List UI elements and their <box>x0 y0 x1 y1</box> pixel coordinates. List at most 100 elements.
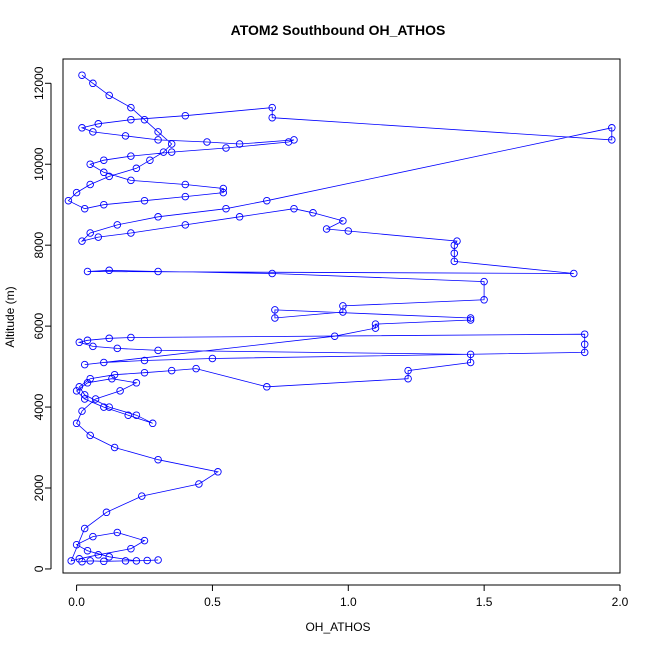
data-point <box>222 204 230 213</box>
data-point <box>132 379 141 387</box>
data-point <box>72 387 81 395</box>
x-tick-label: 2.0 <box>612 595 629 609</box>
data-point <box>154 556 162 564</box>
data-point <box>330 332 339 340</box>
data-point <box>268 103 276 112</box>
data-point <box>67 557 75 565</box>
data-point <box>100 200 108 209</box>
series-line <box>67 74 613 563</box>
x-tick-label: 1.0 <box>340 595 357 609</box>
data-point <box>121 132 130 140</box>
data-point <box>203 138 211 146</box>
data-point <box>94 551 103 559</box>
data-point <box>132 411 141 419</box>
data-point <box>284 138 293 146</box>
data-point <box>127 152 135 160</box>
data-point <box>94 120 103 128</box>
data-point <box>450 241 459 249</box>
data-point <box>466 358 475 367</box>
data-point <box>80 360 89 369</box>
data-point <box>219 184 228 193</box>
data-point <box>138 492 146 500</box>
data-point <box>75 555 84 563</box>
data-point <box>154 213 162 221</box>
data-point <box>309 209 317 217</box>
data-point <box>86 180 94 189</box>
data-point <box>110 443 119 452</box>
data-point <box>140 368 149 377</box>
data-point <box>100 168 108 177</box>
data-point <box>94 233 103 241</box>
data-point <box>480 277 488 286</box>
data-point <box>181 180 190 189</box>
data-point <box>80 524 89 533</box>
data-point <box>181 111 190 120</box>
y-tick-label: 12000 <box>32 66 46 100</box>
data-point <box>83 379 92 387</box>
data-point <box>83 336 92 345</box>
data-point <box>263 383 271 391</box>
plot-frame <box>62 58 621 574</box>
data-point <box>89 342 97 351</box>
data-point <box>124 411 132 419</box>
data-point <box>154 128 162 136</box>
data-point <box>78 407 86 415</box>
data-point <box>148 419 157 428</box>
data-point <box>453 237 461 245</box>
data-point <box>235 213 244 221</box>
data-point <box>214 468 222 476</box>
data-point <box>86 431 94 440</box>
data-point <box>570 269 578 278</box>
data-point <box>268 113 276 122</box>
data-point <box>371 320 380 328</box>
data-point <box>86 557 94 565</box>
data-point <box>127 333 135 342</box>
data-point <box>132 164 141 173</box>
x-tick-label: 1.5 <box>476 595 493 609</box>
data-point <box>127 176 135 185</box>
data-point <box>89 128 97 136</box>
data-point <box>105 91 113 100</box>
data-point <box>105 172 113 181</box>
data-point <box>100 156 108 164</box>
data-point <box>78 237 86 245</box>
data-point <box>113 528 122 537</box>
data-series <box>64 71 616 566</box>
data-point <box>290 204 298 213</box>
data-point <box>89 79 97 88</box>
data-point <box>159 148 168 156</box>
data-point <box>105 266 113 275</box>
data-point <box>80 391 89 399</box>
data-point <box>80 204 89 213</box>
data-point <box>72 188 81 197</box>
data-point <box>192 364 200 373</box>
data-point <box>580 330 589 338</box>
data-point <box>113 221 122 229</box>
data-point <box>154 346 162 355</box>
data-point <box>83 267 92 276</box>
data-point <box>339 308 347 316</box>
data-point <box>146 156 154 164</box>
data-point <box>89 532 97 541</box>
data-point <box>72 540 81 549</box>
data-point <box>263 196 271 205</box>
data-point <box>86 229 94 237</box>
y-axis-label: Altitude (m) <box>3 286 17 347</box>
data-point <box>78 124 86 132</box>
data-point <box>154 455 162 464</box>
data-point <box>271 306 279 314</box>
data-point <box>110 370 119 379</box>
data-point <box>339 302 347 310</box>
data-point <box>140 536 149 545</box>
data-point <box>91 395 100 403</box>
data-point <box>116 387 124 395</box>
data-point <box>105 334 113 343</box>
data-point <box>105 553 113 561</box>
data-point <box>268 269 276 278</box>
x-axis-label: OH_ATHOS <box>305 620 370 634</box>
data-point <box>371 324 380 332</box>
data-point <box>80 395 89 403</box>
data-point <box>222 144 230 152</box>
